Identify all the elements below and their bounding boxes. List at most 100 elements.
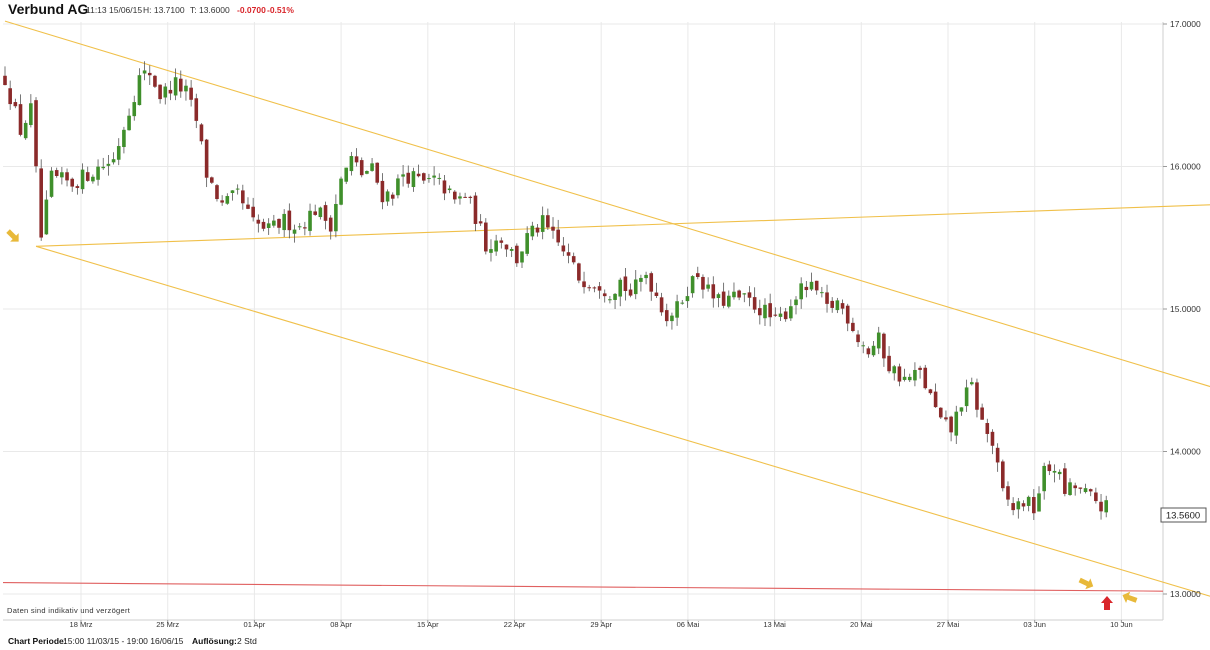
candle-body (396, 178, 400, 196)
candle-body (432, 175, 436, 178)
candle-body (230, 190, 235, 194)
x-tick-label: 01 Apr (244, 620, 266, 629)
candle-body (814, 280, 819, 291)
candle-body (995, 447, 1000, 463)
candle-body (664, 310, 669, 322)
candle-body (1016, 501, 1021, 510)
y-tick-label: 13.0000 (1170, 589, 1201, 599)
candle-body (830, 300, 834, 308)
x-tick-label: 15 Apr (417, 620, 439, 629)
candle-body (380, 180, 385, 203)
candle-body (344, 167, 349, 182)
candle-body (623, 276, 628, 291)
candle-body (1068, 482, 1072, 495)
candle-body (215, 185, 219, 200)
candle-body (292, 229, 297, 234)
candle-body (530, 225, 535, 237)
candle-body (897, 366, 902, 382)
candle-body (892, 366, 897, 374)
candle-body (509, 249, 514, 251)
candle-body (907, 376, 912, 381)
y-tick-label: 17.0000 (1170, 19, 1201, 29)
candle-body (685, 296, 690, 302)
candle-body (504, 244, 509, 250)
candle-body (1057, 471, 1062, 475)
candle-body (137, 75, 142, 106)
candle-body (639, 277, 643, 282)
candle-body (628, 289, 633, 296)
candle-body (820, 292, 824, 294)
candle-body (241, 190, 245, 204)
candle-body (44, 199, 49, 235)
candle-body (882, 333, 886, 359)
candle-body (758, 308, 762, 316)
candle-body (147, 72, 152, 76)
candle-body (1063, 468, 1067, 494)
candle-body (60, 172, 64, 178)
candle-body (478, 221, 483, 224)
candle-body (990, 431, 995, 446)
candle-body (535, 227, 540, 233)
last-value: 13.5600 (1166, 511, 1200, 522)
candle-body (747, 292, 752, 298)
candle-body (220, 200, 224, 203)
candle-body (566, 252, 571, 256)
x-tick-label: 03 Jun (1023, 620, 1046, 629)
candle-body (1026, 496, 1031, 506)
candle-body (711, 284, 716, 299)
x-tick-label: 20 Mai (850, 620, 873, 629)
candle-body (23, 122, 28, 139)
candle-body (633, 279, 638, 295)
candle-body (1001, 461, 1005, 489)
candle-body (602, 293, 607, 297)
candle-body (1006, 486, 1010, 500)
candle-body (561, 245, 566, 252)
candle-body (1037, 493, 1041, 512)
arrow-gold-small-icon (1122, 591, 1138, 603)
candle-body (54, 170, 59, 176)
candle-body (489, 249, 493, 253)
candle-body (158, 84, 162, 100)
candle-body (789, 306, 793, 319)
chart-title: Verbund AG (8, 1, 88, 17)
arrow-red-up-icon (1101, 596, 1113, 610)
candle-body (442, 180, 447, 194)
candle-body (1052, 470, 1057, 473)
candle-body (938, 407, 943, 418)
candle-body (582, 281, 586, 288)
x-tick-label: 29 Apr (590, 620, 612, 629)
candle-body (189, 87, 193, 100)
candle-body (132, 102, 137, 117)
trendlines (2, 20, 1210, 597)
candle-body (168, 89, 173, 94)
candle-body (654, 292, 659, 296)
candle-body (515, 245, 519, 264)
candle-body (866, 348, 871, 355)
candle-body (851, 322, 855, 331)
candle-body (452, 191, 457, 200)
candle-body (101, 166, 106, 169)
candle-body (1021, 503, 1026, 507)
candle-body (91, 176, 95, 182)
candle-body (339, 178, 343, 205)
candle-body (613, 293, 617, 300)
footer-resolution-label: Auflösung: (192, 636, 237, 646)
candle-body (1047, 464, 1052, 472)
candle-body (773, 314, 778, 316)
candle-body (8, 88, 12, 105)
candle-body (1073, 485, 1077, 489)
candle-body (571, 256, 576, 263)
candle-body (1099, 501, 1103, 512)
candle-body (933, 391, 938, 408)
x-tick-label: 27 Mai (937, 620, 960, 629)
x-tick-label: 08 Apr (330, 620, 352, 629)
candle-body (644, 274, 648, 279)
candle-body (716, 294, 721, 299)
candle-body (318, 207, 323, 218)
header-time: 11:13 15/06/15 (86, 5, 142, 15)
header-change: -0.0700 (237, 5, 266, 15)
candle-body (406, 172, 411, 184)
candle-body (856, 334, 860, 343)
trendline (35, 245, 1210, 597)
candle-body (964, 387, 969, 407)
